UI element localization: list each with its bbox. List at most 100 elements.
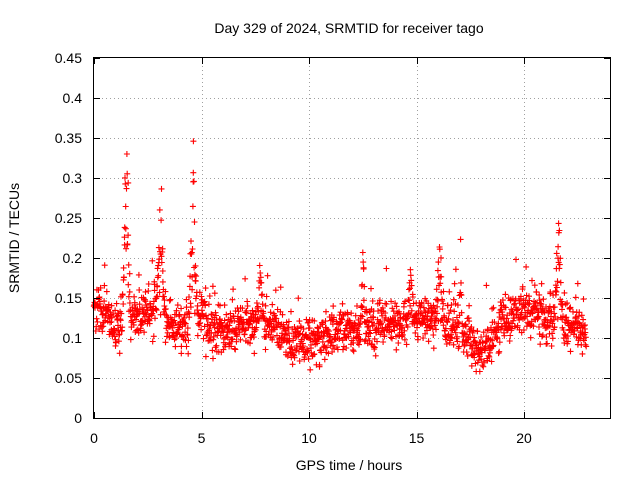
- data-point: [277, 284, 284, 291]
- y-tick-labels: 0 0.05 0.1 0.15 0.2 0.25 0.3 0.35 0.4 0.45: [55, 50, 82, 426]
- data-point: [403, 341, 410, 348]
- data-point: [372, 352, 379, 359]
- data-point: [378, 320, 385, 327]
- data-point: [392, 300, 399, 307]
- data-point: [233, 338, 240, 345]
- data-point: [523, 263, 530, 270]
- data-point: [488, 324, 494, 331]
- data-point: [536, 324, 542, 330]
- data-point: [269, 336, 276, 343]
- data-point: [102, 317, 109, 324]
- data-point: [152, 315, 158, 322]
- data-point: [174, 302, 181, 309]
- data-point: [198, 326, 205, 333]
- data-point: [352, 321, 359, 328]
- data-point: [359, 249, 366, 256]
- data-point: [189, 246, 196, 252]
- data-point: [281, 335, 288, 342]
- data-point: [474, 328, 481, 335]
- axis-ticks: [94, 58, 610, 419]
- data-point: [541, 309, 548, 316]
- data-point: [126, 270, 133, 277]
- data-point: [178, 343, 185, 350]
- data-point: [582, 334, 589, 341]
- data-point: [450, 296, 457, 303]
- data-point: [468, 324, 475, 330]
- data-point: [438, 254, 444, 261]
- data-point: [408, 307, 415, 314]
- data-point: [564, 300, 571, 307]
- data-point: [412, 329, 419, 336]
- data-point: [327, 333, 334, 340]
- data-point: [146, 320, 153, 327]
- data-point: [159, 278, 166, 285]
- data-point: [176, 324, 183, 331]
- data-point: [117, 317, 124, 324]
- data-point: [383, 301, 390, 307]
- data-point: [222, 341, 229, 348]
- data-point: [447, 307, 454, 314]
- data-point: [556, 261, 563, 268]
- data-point: [150, 333, 157, 340]
- data-point: [115, 338, 122, 345]
- data-point: [274, 332, 280, 339]
- data-point: [436, 246, 443, 253]
- data-point: [329, 342, 336, 349]
- data-point: [257, 270, 264, 276]
- data-point: [217, 316, 223, 323]
- data-point: [122, 174, 128, 181]
- data-point: [314, 340, 320, 347]
- data-point: [223, 311, 230, 318]
- data-point: [226, 322, 233, 329]
- data-point: [558, 298, 565, 305]
- data-point: [391, 327, 398, 334]
- data-point: [433, 286, 440, 293]
- data-point: [393, 303, 400, 310]
- data-point: [536, 297, 543, 304]
- data-point: [501, 332, 508, 339]
- data-point: [407, 266, 414, 273]
- data-point: [543, 334, 550, 340]
- data-point: [108, 314, 115, 321]
- data-point: [354, 327, 361, 334]
- data-point: [250, 334, 257, 341]
- y-tick-label: 0.3: [63, 170, 83, 186]
- data-point: [559, 302, 566, 308]
- data-point: [254, 305, 261, 311]
- data-point: [99, 328, 106, 335]
- data-point: [408, 282, 415, 289]
- data-point: [210, 355, 216, 362]
- data-point: [307, 366, 314, 373]
- data-point: [156, 289, 163, 296]
- data-point: [496, 339, 503, 346]
- data-point: [454, 302, 461, 309]
- data-point: [574, 280, 581, 287]
- data-point: [112, 307, 119, 314]
- data-point: [334, 346, 341, 353]
- data-point: [110, 310, 117, 317]
- data-point: [242, 275, 249, 282]
- data-point: [565, 338, 571, 345]
- data-point: [290, 337, 297, 344]
- data-point: [409, 294, 416, 300]
- data-point: [572, 294, 579, 301]
- data-point: [452, 329, 459, 336]
- data-point: [242, 309, 249, 316]
- data-point: [256, 262, 263, 269]
- data-point: [291, 354, 298, 361]
- y-tick-label: 0.35: [55, 130, 82, 146]
- data-point: [186, 294, 192, 300]
- data-point: [502, 291, 509, 298]
- data-point: [567, 304, 574, 311]
- data-point: [363, 306, 370, 313]
- data-point: [289, 361, 296, 368]
- data-point: [213, 342, 220, 349]
- data-point: [481, 359, 487, 366]
- data-point: [235, 324, 242, 331]
- data-point: [202, 302, 209, 309]
- data-point: [420, 304, 427, 311]
- data-point: [431, 322, 438, 329]
- data-point: [263, 328, 270, 335]
- data-point: [321, 356, 328, 363]
- data-point: [464, 353, 471, 359]
